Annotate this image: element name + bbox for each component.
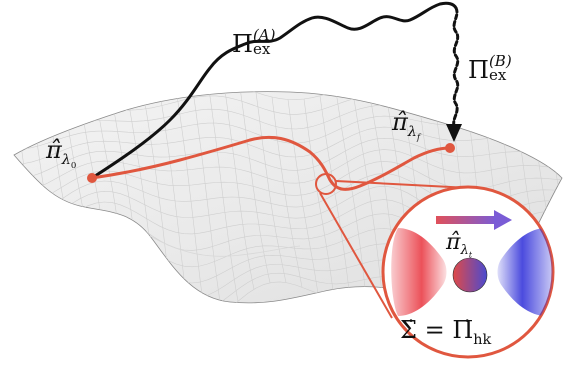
label-pi-ex-b-base: Π: [468, 56, 489, 84]
label-pi-t: π̂λt: [446, 232, 472, 260]
surface-grid-line: [223, 91, 255, 290]
path-b-curve: [452, 6, 460, 128]
system-particle: [452, 257, 488, 293]
surface-grid-line: [15, 105, 47, 300]
label-pi-t-base: π̂: [446, 230, 461, 255]
equation-eq: =: [416, 316, 453, 344]
start-point: [87, 173, 97, 183]
path-b-arrowhead: [446, 124, 462, 142]
label-pi-final-subsub: f: [416, 132, 421, 143]
label-pi-final: π̂λf: [392, 110, 420, 142]
zoom-connector-upper: [335, 180, 471, 189]
end-point: [445, 143, 455, 153]
zoom-ring: [315, 173, 337, 195]
label-pi-ex-a-sub: ex: [252, 40, 271, 58]
label-pi-ex-a-sup: (A): [252, 26, 276, 44]
surface-grid-line: [559, 91, 562, 287]
label-pi-start-base: π̂: [46, 136, 62, 164]
surface-grid-line: [255, 92, 287, 283]
label-pi-start-subsub: 0: [70, 160, 77, 171]
label-pi-t-subsub: t: [468, 251, 473, 261]
hot-reservoir: [391, 228, 447, 316]
cold-reservoir: [497, 228, 553, 316]
label-pi-ex-a-base: Π: [232, 30, 253, 58]
surface-grid-line: [303, 98, 335, 298]
path-a-curve: [90, 1, 458, 180]
surface-grid-line: [239, 91, 271, 283]
equation-rhs: Π̇: [452, 316, 474, 344]
surface-grid-line: [14, 126, 562, 165]
equation: Σ̇ = Π̇hk: [400, 318, 491, 347]
surface-grid-line: [31, 103, 63, 295]
zoom-connector-lower: [319, 192, 393, 319]
surface-grid-line: [175, 91, 207, 303]
equation-rhs-sub: hk: [473, 331, 492, 348]
surface-grid-line: [207, 91, 239, 302]
label-pi-final-base: π̂: [392, 108, 408, 136]
label-pi-start-sub: λ: [61, 151, 71, 168]
protocol-curve: [90, 135, 452, 191]
label-pi-start: π̂λ0: [46, 138, 76, 170]
surface-grid-line: [287, 99, 319, 294]
arrow-right-icon: [436, 210, 512, 230]
surface-grid-line: [335, 91, 367, 297]
surface-grid-line: [271, 96, 303, 288]
label-pi-ex-b: Π (B) ex: [468, 54, 512, 83]
equation-lhs: Σ̇: [400, 316, 417, 344]
zoom-inset: [381, 185, 555, 359]
surface-grid-line: [14, 149, 562, 193]
surface-grid-line: [14, 104, 31, 301]
label-pi-t-sub: λ: [460, 243, 469, 259]
label-pi-ex-a: Π (A) ex: [232, 28, 275, 57]
surface-grid-line: [351, 91, 383, 294]
surface-grid-line: [319, 95, 351, 299]
label-pi-ex-b-sup: (B): [488, 52, 512, 70]
label-pi-final-sub: λ: [407, 123, 417, 140]
label-pi-ex-b-sub: ex: [488, 66, 507, 84]
surface-grid-line: [191, 91, 223, 303]
